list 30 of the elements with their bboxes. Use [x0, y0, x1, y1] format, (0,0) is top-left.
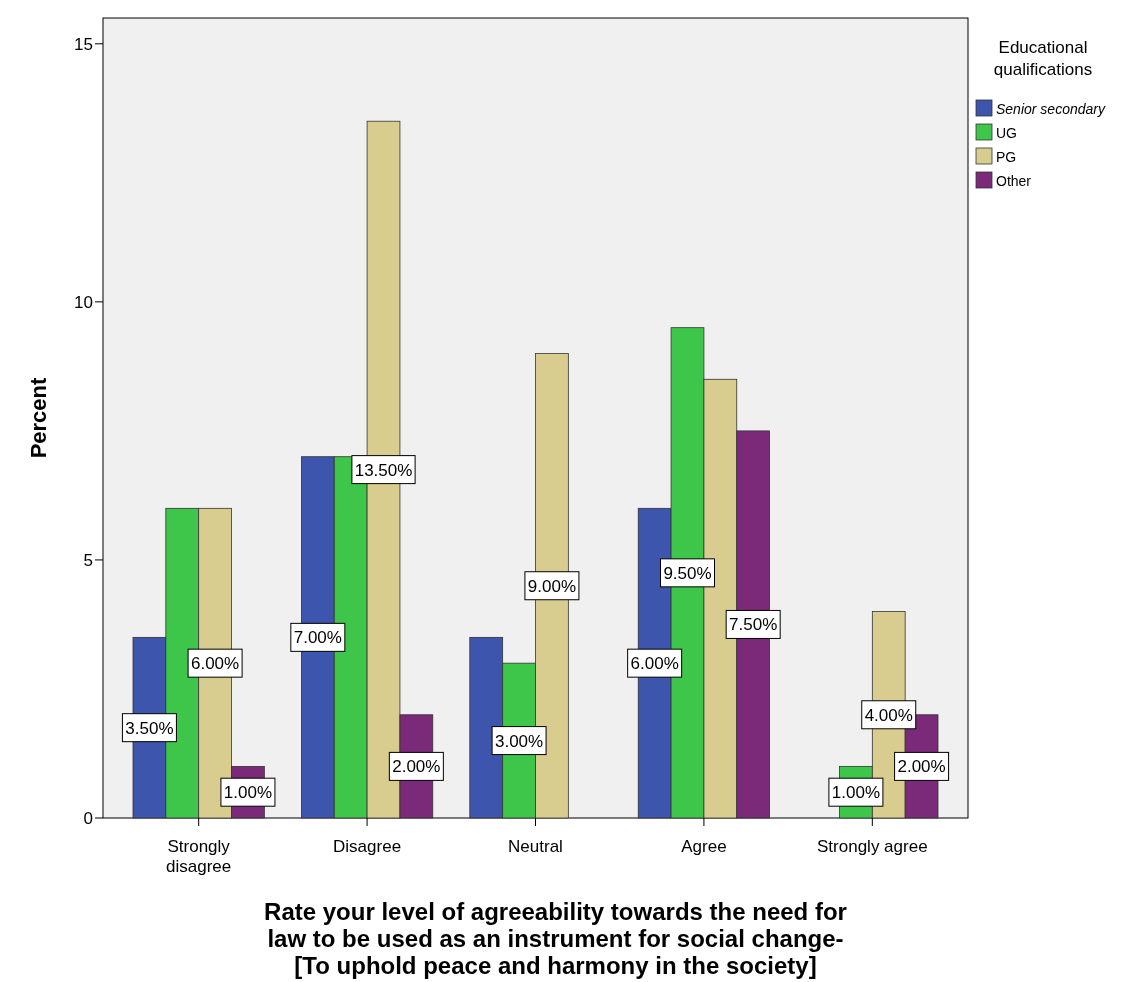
x-tick-label: Strongly agree	[817, 837, 928, 856]
y-tick-label: 0	[83, 809, 93, 828]
data-label: 3.50%	[125, 718, 174, 738]
legend-label: Senior secondary	[996, 101, 1106, 117]
data-label: 1.00%	[223, 783, 273, 803]
data-label: 9.00%	[527, 576, 577, 596]
y-axis-title: Percent	[26, 376, 51, 459]
data-label: 3.00%	[494, 731, 544, 751]
x-tick-label: Strongly disagree	[166, 837, 232, 876]
data-label: 6.00%	[630, 654, 679, 674]
legend-label: UG	[996, 125, 1017, 141]
data-label: 4.00%	[864, 705, 913, 725]
data-label: 6.00%	[191, 654, 240, 674]
data-label: 2.00%	[897, 757, 946, 777]
data-label: 2.00%	[392, 757, 441, 777]
data-label: 1.00%	[831, 783, 880, 803]
x-tick-label: Agree	[681, 837, 727, 856]
y-tick-label: 15	[74, 34, 93, 54]
x-tick-label: Disagree	[333, 837, 402, 856]
data-label: 9.50%	[663, 563, 712, 583]
legend-label: PG	[996, 149, 1017, 165]
legend-label: Other	[996, 173, 1032, 189]
legend-title: Educational qualifications	[993, 38, 1093, 79]
x-axis-title: Rate your level of agreeability towards the need for law to be used as an instrument for social change- [To uphold peace and harmony in the society]	[264, 898, 847, 979]
x-tick-label: Neutral	[508, 837, 563, 856]
data-label: 7.50%	[729, 615, 778, 635]
data-label: 7.00%	[293, 628, 342, 648]
y-tick-label: 5	[83, 550, 93, 570]
data-label: 13.50%	[354, 460, 413, 480]
y-tick-label: 10	[74, 292, 93, 312]
